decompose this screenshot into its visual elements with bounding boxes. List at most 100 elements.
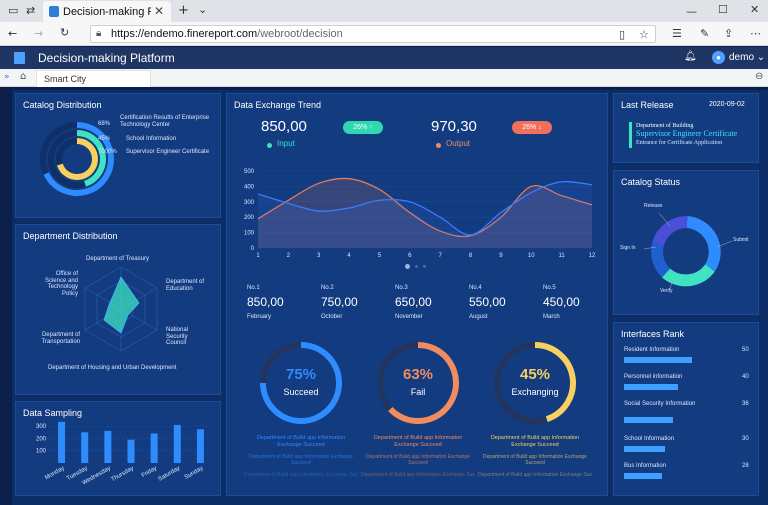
gauge-subtitle: Department of Build app Information Exch… (249, 454, 353, 466)
app-tab-strip: » ⌂ Smart City ⊖ (0, 69, 768, 87)
new-tab-icon[interactable]: + (178, 3, 189, 18)
forward-icon[interactable]: → (34, 27, 44, 40)
y-tick-label: 100 (36, 449, 47, 455)
input-label: Input (277, 139, 295, 148)
bar-friday (150, 433, 158, 463)
gauge-subtitle: Department of Build app Information Exch… (483, 454, 587, 466)
carousel-dot[interactable] (423, 265, 426, 268)
department-radar-chart (84, 266, 158, 352)
browser-tab[interactable]: Decision-making Platfo ✕ (43, 1, 171, 22)
interfaces-rank-panel: Interfaces Rank Resident Information 50 Pe… (613, 322, 759, 496)
x-tick-label: Monday (44, 466, 65, 482)
interface-value: 36 (742, 401, 749, 407)
interface-value: 28 (742, 463, 749, 469)
browser-tab-bar: ▭ ⇄ Decision-making Platfo ✕ + ⌄ — ☐ ✕ (0, 0, 768, 22)
app-title: Decision-making Platform (38, 51, 175, 65)
panel-title: Data Exchange Trend (234, 100, 322, 110)
panel-title: Data Sampling (23, 408, 83, 418)
user-menu[interactable]: demo ⌄ (729, 52, 766, 63)
home-icon[interactable]: ⌂ (20, 71, 27, 82)
x-tick-label: 12 (589, 253, 596, 259)
catalog-pct-3: 7000% (98, 149, 117, 155)
share-icon[interactable]: ⇪ (724, 27, 734, 40)
back-icon[interactable]: ← (8, 27, 18, 40)
catalog-status-donut (643, 212, 733, 290)
url-text: https://endemo.finereport.com/webroot/de… (111, 28, 343, 40)
tab-actions-icon[interactable]: ▭ (8, 4, 19, 17)
release-accent-bar (629, 122, 632, 148)
y-tick-label: 0 (251, 246, 255, 252)
expand-sidebar-icon[interactable]: » (4, 72, 10, 82)
gauge-percent: 75% (285, 366, 317, 383)
more-icon[interactable]: ⋯ (750, 27, 761, 40)
x-tick-label: 7 (439, 253, 443, 259)
bar-tuesday (81, 432, 89, 463)
url-input[interactable]: 🔒︎ https://endemo.finereport.com/webroot… (90, 25, 656, 43)
catalog-pct-1: 68% (98, 121, 111, 127)
input-value: 850,00 (261, 118, 307, 135)
data-sampling-panel: Data Sampling 100 200 300 Monday Tuesday Wedn… (15, 401, 221, 496)
tab-menu-icon[interactable]: ⊖ (755, 71, 764, 82)
y-tick-label: 300 (244, 200, 255, 206)
rank-value: 850,00 (247, 295, 284, 309)
favorites-icon[interactable]: ☰ (672, 27, 682, 40)
series-line-input (257, 180, 593, 236)
radar-axis-security: National Security Council (166, 327, 189, 347)
rank-month: March (543, 314, 560, 320)
pen-icon[interactable]: ✎ (700, 27, 710, 40)
reading-view-icon[interactable]: ▯ (619, 28, 626, 41)
maximize-icon[interactable]: ☐ (718, 3, 728, 16)
ring-arc-2 (76, 130, 106, 187)
y-tick-label: 100 (244, 231, 255, 237)
panel-title: Catalog Status (621, 177, 681, 187)
y-tick-label: 400 (244, 184, 255, 190)
favorite-star-icon[interactable]: ☆ (639, 28, 649, 41)
x-tick-label: 2 (287, 253, 291, 259)
bar-saturday (173, 424, 181, 463)
output-legend-dot (436, 143, 441, 148)
x-tick-label: 1 (256, 253, 260, 259)
y-tick-label: 200 (36, 436, 47, 442)
catalog-label-3: Supervisor Engineer Certificate (126, 149, 210, 155)
tab-list-icon[interactable]: ⇄ (26, 4, 36, 17)
carousel-dot-active[interactable] (405, 264, 410, 269)
output-label: Output (446, 139, 471, 148)
gauge-department: Department of Build app Information Exch… (256, 435, 346, 448)
gauge-department: Department of Build app Information Exch… (490, 435, 580, 448)
avatar[interactable]: ● (712, 51, 725, 64)
input-legend-dot (267, 143, 272, 148)
minimize-icon[interactable]: — (686, 5, 697, 18)
bell-icon[interactable]: 🔔︎ (684, 51, 697, 62)
gauge-subtitle: Department of Build app Information Exch… (361, 472, 475, 478)
gauge-arc-exchanging (534, 342, 576, 422)
data-exchange-panel: Data Exchange Trend 850,00 26% ↑ Input 9… (226, 93, 608, 496)
carousel-dot[interactable] (415, 265, 418, 268)
close-tab-icon[interactable]: ✕ (154, 4, 165, 18)
address-bar: ← → ↻ 🔒︎ https://endemo.finereport.com/w… (0, 22, 768, 46)
x-tick-label: 6 (408, 253, 412, 259)
x-tick-label: Saturday (157, 466, 181, 483)
x-tick-label: Sunday (184, 466, 205, 481)
tab-smart-city[interactable]: Smart City (36, 70, 151, 87)
panel-title: Department Distribution (23, 231, 118, 241)
series-area-input (258, 181, 592, 248)
interface-bar (624, 417, 673, 423)
chevron-down-icon[interactable]: ⌄ (198, 3, 208, 16)
rank-number: No.3 (395, 285, 408, 291)
release-line-3: Entrance for Certificate Application (636, 140, 723, 146)
bar-wednesday (104, 430, 112, 463)
refresh-icon[interactable]: ↻ (60, 26, 70, 39)
window-close-icon[interactable]: ✕ (750, 3, 760, 16)
interface-label: Personnel information (624, 374, 683, 380)
gauge-subtitle: Department of Build app Information Exch… (478, 472, 592, 478)
platform-logo-icon (14, 52, 25, 64)
x-tick-label: Friday (141, 466, 158, 480)
ring-arc-3 (57, 138, 98, 180)
app-header: Decision-making Platform 🔔︎ ● demo ⌄ (0, 47, 768, 69)
radar-axis-housing: Department of Housing and Urban Developm… (48, 365, 177, 371)
x-tick-label: Thursday (110, 466, 135, 484)
release-line-2[interactable]: Supervisor Engineer Certificate (636, 129, 738, 138)
series-line-output (257, 177, 593, 238)
gauge-percent: 63% (402, 366, 434, 383)
catalog-status-panel: Catalog Status Release Submit Sign In Ve… (613, 170, 759, 315)
